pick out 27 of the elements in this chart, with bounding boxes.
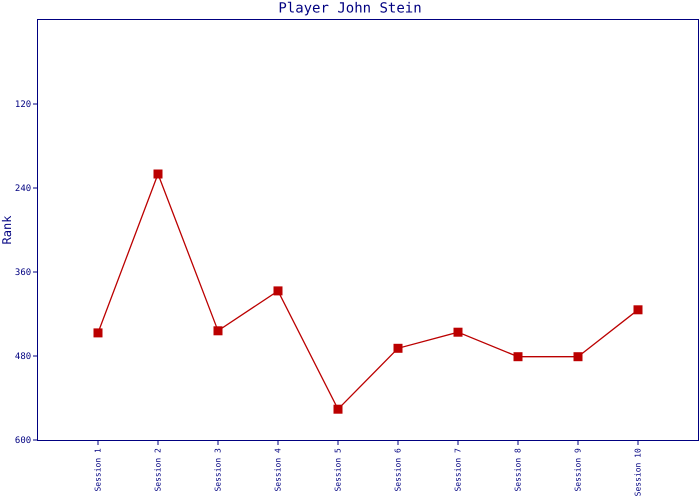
point [154, 170, 162, 178]
x-tick-label: Session 9 [574, 448, 583, 492]
y-axis-title: Rank [0, 214, 14, 244]
y-tick-label: 240 [14, 184, 32, 194]
point [454, 328, 462, 337]
point [214, 326, 222, 336]
chart-title: Player John Stein [278, 0, 422, 16]
point [394, 344, 402, 353]
y-tick-label: 600 [14, 436, 32, 446]
point [94, 328, 102, 338]
x-tick-label: Session 8 [514, 448, 523, 492]
x-tick-label: Session 4 [274, 448, 283, 492]
point [574, 352, 582, 362]
point [514, 352, 522, 362]
y-tick-label: 120 [14, 100, 32, 110]
y-tick-label: 360 [14, 268, 32, 278]
point [634, 305, 642, 314]
x-tick-label: Session 6 [394, 448, 403, 492]
x-tick-label: Session 1 [94, 448, 103, 492]
x-tick-label: Session 3 [214, 448, 223, 492]
x-tick-label: Session 10 [634, 448, 643, 496]
y-tick-label: 480 [14, 352, 32, 362]
x-tick-label: Session 7 [454, 448, 463, 492]
x-tick-label: Session 2 [154, 448, 163, 492]
point [334, 404, 342, 414]
x-tick-label: Session 5 [334, 448, 343, 492]
point [274, 286, 282, 296]
